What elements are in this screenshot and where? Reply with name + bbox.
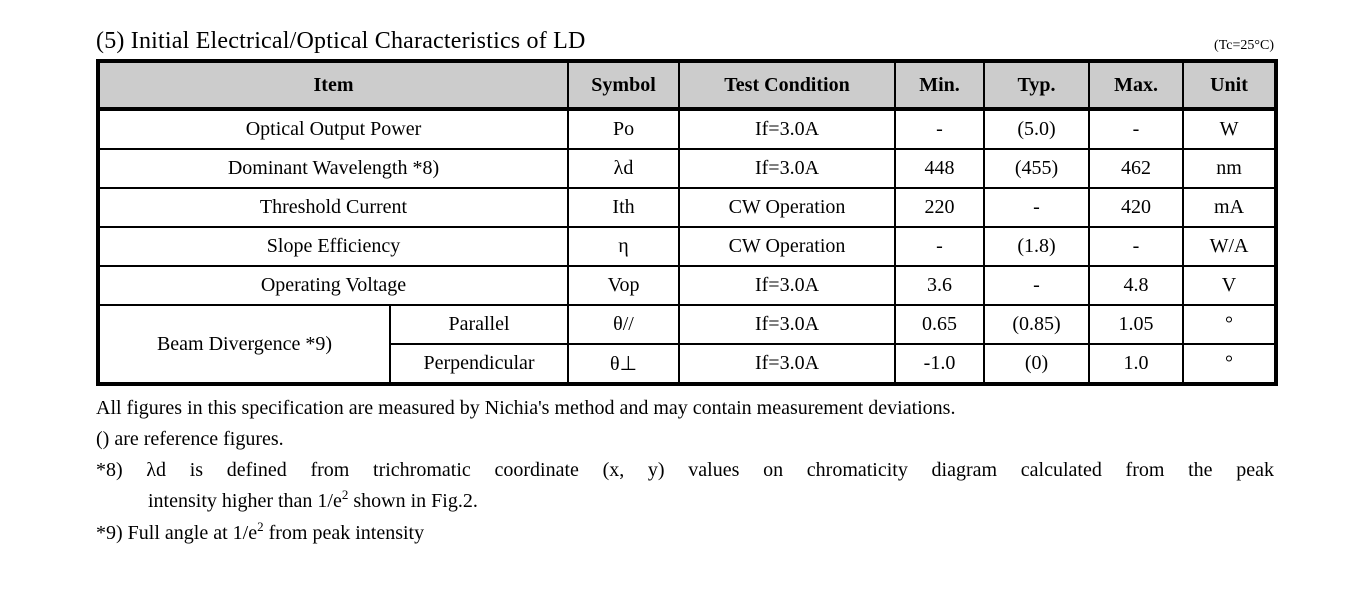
note-8-line2-tail: shown in Fig.2. bbox=[348, 490, 478, 512]
cell-unit: mA bbox=[1182, 187, 1278, 228]
cell-typ: (0.85) bbox=[983, 304, 1091, 345]
cell-item: Operating Voltage bbox=[96, 265, 570, 306]
cell-min: - bbox=[894, 226, 986, 267]
cell-test-condition: CW Operation bbox=[678, 187, 897, 228]
cell-symbol: Po bbox=[567, 108, 681, 150]
note-reference-figures: () are reference figures. bbox=[96, 428, 284, 450]
cell-direction: Perpendicular bbox=[388, 343, 570, 385]
page-content: (5) Initial Electrical/Optical Character… bbox=[96, 28, 1279, 550]
cell-symbol: Ith bbox=[567, 187, 681, 228]
col-header-symbol: Symbol bbox=[567, 60, 681, 111]
cell-test-condition: If=3.0A bbox=[678, 304, 897, 345]
table-row-optical-output-power: Optical Output Power Po If=3.0A - (5.0) … bbox=[96, 108, 1278, 150]
cell-unit: W bbox=[1182, 108, 1278, 150]
cell-unit: V bbox=[1182, 265, 1278, 306]
cell-typ: (455) bbox=[983, 148, 1091, 189]
cell-min: - bbox=[894, 108, 986, 150]
cell-min: 0.65 bbox=[894, 304, 986, 345]
table-row-beam-divergence-perpendicular: Perpendicular θ⊥ If=3.0A -1.0 (0) 1.0 ° bbox=[98, 343, 1278, 385]
cell-item: Threshold Current bbox=[96, 187, 570, 228]
cell-symbol: θ⊥ bbox=[567, 343, 681, 385]
table-row-beam-divergence-parallel: Beam Divergence *9) Parallel θ// If=3.0A… bbox=[97, 304, 1278, 385]
cell-unit: ° bbox=[1182, 343, 1278, 385]
cell-item: Slope Efficiency bbox=[96, 226, 570, 267]
cell-typ: - bbox=[983, 187, 1091, 228]
cell-max: 4.8 bbox=[1088, 265, 1185, 306]
col-header-min: Min. bbox=[894, 60, 986, 111]
title-row: (5) Initial Electrical/Optical Character… bbox=[96, 28, 1274, 55]
col-header-test-condition: Test Condition bbox=[678, 60, 897, 111]
cell-item-beam-divergence: Beam Divergence *9) bbox=[97, 304, 391, 385]
cell-item: Optical Output Power bbox=[96, 108, 570, 150]
cell-typ: (1.8) bbox=[983, 226, 1091, 267]
cell-symbol: η bbox=[567, 226, 681, 267]
col-header-max: Max. bbox=[1088, 60, 1185, 111]
table-body: Optical Output Power Po If=3.0A - (5.0) … bbox=[96, 108, 1278, 385]
cell-test-condition: If=3.0A bbox=[678, 265, 897, 306]
note-8-superscript: 2 bbox=[341, 487, 349, 502]
cell-symbol: Vop bbox=[567, 265, 681, 306]
table-row-threshold-current: Threshold Current Ith CW Operation 220 -… bbox=[96, 187, 1278, 228]
note-8-line2-text: intensity higher than 1/e bbox=[148, 490, 342, 512]
cell-min: -1.0 bbox=[894, 343, 986, 385]
cell-unit: ° bbox=[1182, 304, 1278, 345]
cell-symbol: θ// bbox=[567, 304, 681, 345]
note-9-text: *9) Full angle at 1/e bbox=[96, 522, 258, 544]
table-row-operating-voltage: Operating Voltage Vop If=3.0A 3.6 - 4.8 … bbox=[96, 265, 1278, 306]
col-header-unit: Unit bbox=[1182, 60, 1278, 111]
cell-symbol: λd bbox=[567, 148, 681, 189]
note-8-line1: *8) λd is defined from trichromatic coor… bbox=[96, 459, 1274, 481]
cell-max: 420 bbox=[1088, 187, 1185, 228]
cell-unit: nm bbox=[1182, 148, 1278, 189]
note-8-line2: intensity higher than 1/e2 shown in Fig.… bbox=[96, 486, 1274, 518]
note-9-tail: from peak intensity bbox=[263, 522, 425, 544]
cell-test-condition: CW Operation bbox=[678, 226, 897, 267]
note-9: *9) Full angle at 1/e2 from peak intensi… bbox=[96, 518, 1274, 550]
col-header-typ: Typ. bbox=[983, 60, 1091, 111]
cell-direction: Parallel bbox=[388, 304, 570, 345]
table-header: Item Symbol Test Condition Min. Typ. Max… bbox=[96, 60, 1278, 111]
header-row: Item Symbol Test Condition Min. Typ. Max… bbox=[96, 60, 1278, 111]
note-9-superscript: 2 bbox=[257, 519, 264, 534]
note-measurement: All figures in this specification are me… bbox=[96, 397, 956, 419]
cell-min: 3.6 bbox=[894, 265, 986, 306]
cell-min: 448 bbox=[894, 148, 986, 189]
cell-max: - bbox=[1088, 226, 1185, 267]
cell-item: Dominant Wavelength *8) bbox=[96, 148, 570, 189]
cell-max: 1.0 bbox=[1088, 343, 1185, 385]
cell-unit: W/A bbox=[1182, 226, 1278, 267]
table-row-slope-efficiency: Slope Efficiency η CW Operation - (1.8) … bbox=[96, 226, 1278, 267]
cell-max: 1.05 bbox=[1088, 304, 1185, 345]
cell-test-condition: If=3.0A bbox=[678, 148, 897, 189]
section-title: (5) Initial Electrical/Optical Character… bbox=[96, 28, 586, 54]
temperature-condition-note: (Tc=25°C) bbox=[1214, 38, 1274, 53]
cell-typ: (0) bbox=[983, 343, 1091, 385]
characteristics-table: Item Symbol Test Condition Min. Typ. Max… bbox=[96, 59, 1279, 386]
footnotes: All figures in this specification are me… bbox=[96, 393, 1274, 550]
cell-max: - bbox=[1088, 108, 1185, 150]
table-row-dominant-wavelength: Dominant Wavelength *8) λd If=3.0A 448 (… bbox=[96, 148, 1278, 189]
cell-test-condition: If=3.0A bbox=[678, 108, 897, 150]
cell-max: 462 bbox=[1088, 148, 1185, 189]
cell-min: 220 bbox=[894, 187, 986, 228]
cell-typ: - bbox=[983, 265, 1091, 306]
col-header-item: Item bbox=[96, 60, 570, 111]
cell-typ: (5.0) bbox=[983, 108, 1091, 150]
cell-test-condition: If=3.0A bbox=[678, 343, 897, 385]
